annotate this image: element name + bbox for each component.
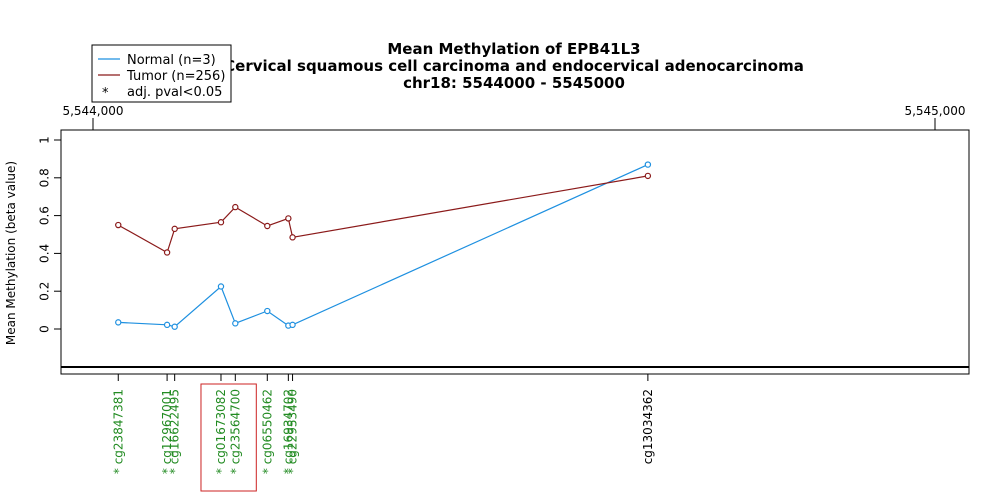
series-0-point-3: [217, 283, 225, 290]
probe-layer: * cg23847381 * cg12967001* cg16622495 * cg…: [111, 374, 655, 474]
legend-symbol-significant: *: [102, 86, 109, 101]
series-line-1: [118, 175, 649, 254]
series-1-point-6: [285, 215, 292, 222]
probe-label-7: * cg22953490: [286, 389, 300, 474]
probe-label-6: * cg16934702: [281, 389, 295, 474]
x-tick-label-0: 5,544,000: [62, 104, 123, 118]
probe-label-4: * cg23564700: [228, 389, 242, 474]
series-line-0: [118, 164, 649, 328]
chart-title-line-2: Cervical squamous cell carcinoma and end…: [224, 57, 804, 75]
probe-label-5: * cg06550462: [260, 389, 274, 474]
series-layer: [115, 161, 652, 330]
legend-box: [91, 44, 232, 103]
chart-title-line-3: chr18: 5544000 - 5545000: [403, 74, 625, 92]
y-tick-label-1: 0.2: [38, 282, 52, 301]
series-1-point-4: [232, 203, 239, 211]
series-1-point-5: [264, 222, 271, 230]
series-0-point-0: [115, 319, 122, 326]
legend-label-significant: adj. pval<0.05: [127, 85, 222, 100]
probe-label-0: * cg23847381: [111, 389, 125, 474]
probe-label-1: * cg12967001: [160, 389, 174, 474]
series-0-point-1: [163, 321, 171, 329]
y-tick-label-2: 0.4: [38, 244, 52, 263]
series-1-point-0: [115, 221, 122, 229]
plot-frame: [60, 129, 970, 375]
series-1-point-2: [171, 225, 178, 233]
y-tick-label-0: 0: [38, 325, 52, 333]
chart-title-line-1: Mean Methylation of EPB41L3: [387, 40, 640, 58]
series-0-point-4: [232, 320, 239, 327]
series-1-point-8: [644, 172, 652, 180]
series-0-point-2: [171, 323, 178, 330]
y-axis-label: Mean Methylation (beta value): [4, 161, 18, 345]
series-1-point-7: [289, 234, 296, 241]
x-tick-label-1: 5,545,000: [904, 104, 965, 118]
probe-label-3: * cg01673082: [214, 389, 228, 474]
y-axis: 0 0.2 0.4 0.6 0.8 1: [38, 136, 61, 333]
series-0-point-8: [644, 161, 652, 168]
legend-label-normal: Normal (n=3): [127, 53, 216, 68]
legend: Normal (n=3) Tumor (n=256) * adj. pval<0…: [91, 44, 232, 103]
series-1-point-3: [217, 219, 225, 226]
y-tick-label-4: 0.8: [38, 168, 52, 187]
probe-label-8: cg13034362: [641, 389, 655, 464]
series-0-point-5: [264, 307, 271, 315]
y-tick-label-3: 0.6: [38, 206, 52, 225]
series-0-point-7: [289, 321, 296, 329]
y-tick-label-5: 1: [38, 136, 52, 144]
probe-label-2: * cg16622495: [168, 389, 182, 474]
x-axis-top: 5,544,000 5,545,000: [62, 104, 966, 130]
highlight-box: [200, 383, 257, 492]
legend-label-tumor: Tumor (n=256): [126, 69, 225, 84]
series-1-point-1: [163, 249, 171, 256]
